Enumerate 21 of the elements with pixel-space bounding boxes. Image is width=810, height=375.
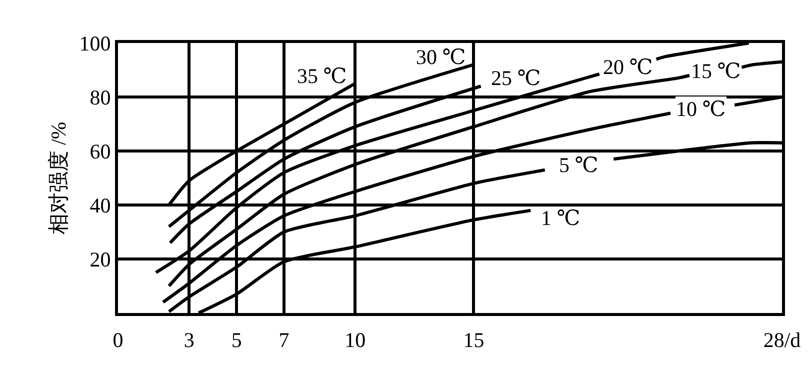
series-label: 10 ℃ [676, 97, 726, 121]
series-label: 1 ℃ [541, 206, 580, 230]
series-label: 20 ℃ [603, 55, 653, 79]
series-label: 15 ℃ [691, 59, 741, 83]
y-axis-title: 相对强度 /% [46, 122, 70, 234]
y-tick-label: 40 [90, 193, 111, 218]
x-tick-label: 3 [184, 328, 194, 352]
y-tick-label: 60 [90, 139, 111, 164]
x-tick-label: 0 [112, 328, 124, 352]
x-tick-label: 10 [344, 328, 366, 352]
series-label: 35 ℃ [297, 64, 347, 88]
series-label: 5 ℃ [559, 153, 598, 177]
y-tick-label: 80 [90, 85, 111, 110]
x-tick-label: 15 [463, 328, 484, 352]
x-tick-label: 5 [231, 328, 242, 352]
x-tick-label: 28/d [763, 328, 802, 352]
series-label: 30 ℃ [416, 45, 466, 69]
y-tick-label: 100 [79, 31, 111, 56]
x-tick-label: 7 [278, 328, 290, 352]
series-label: 25 ℃ [491, 66, 541, 90]
y-tick-label: 20 [90, 247, 111, 272]
